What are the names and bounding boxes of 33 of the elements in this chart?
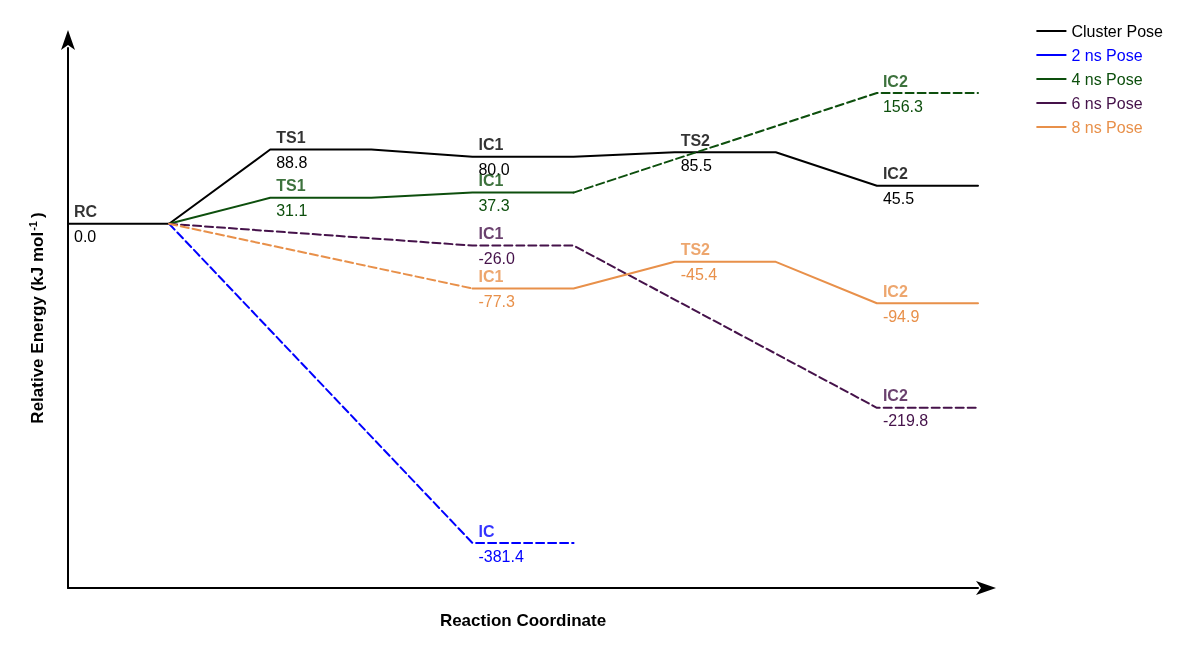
data-label: 37.3 (478, 197, 510, 215)
data-label: 156.3 (882, 97, 924, 115)
data-label: -77.3 (478, 293, 516, 310)
annotation: IC1 (478, 268, 504, 285)
legend-label: 8 ns Pose (1071, 118, 1143, 136)
legend-label: 4 ns Pose (1071, 70, 1143, 88)
annotation: RC (74, 203, 98, 221)
annotation: TS1 (276, 128, 306, 146)
x-axis-title: Reaction Coordinate (439, 611, 607, 630)
annotation: IC1 (478, 136, 504, 154)
annotation: IC2 (882, 387, 908, 405)
data-label: 31.1 (276, 202, 308, 220)
annotation: IC2 (882, 282, 908, 300)
legend-label: 6 ns Pose (1071, 94, 1143, 112)
data-label: 88.8 (276, 153, 308, 171)
annotation: TS1 (276, 177, 306, 195)
data-label: -45.4 (680, 266, 718, 284)
annotation: TS2 (680, 241, 711, 259)
annotation: IC (478, 522, 495, 540)
data-label: -94.9 (882, 307, 920, 325)
data-label: -381.4 (478, 547, 524, 565)
data-label: 0.0 (74, 228, 97, 246)
data-label: -219.8 (882, 412, 929, 430)
legend-label: 2 ns Pose (1071, 46, 1143, 64)
annotation: IC1 (478, 225, 504, 243)
annotation: IC2 (882, 72, 908, 90)
data-label: 45.5 (882, 190, 915, 208)
data-label: -26.0 (478, 250, 516, 268)
y-axis-title: Relative Energy (kJ mol-1) (26, 212, 47, 424)
data-label: 85.5 (680, 156, 712, 174)
annotation: IC2 (882, 165, 908, 183)
annotation: TS2 (680, 131, 711, 149)
legend-label: Cluster Pose (1071, 22, 1164, 40)
